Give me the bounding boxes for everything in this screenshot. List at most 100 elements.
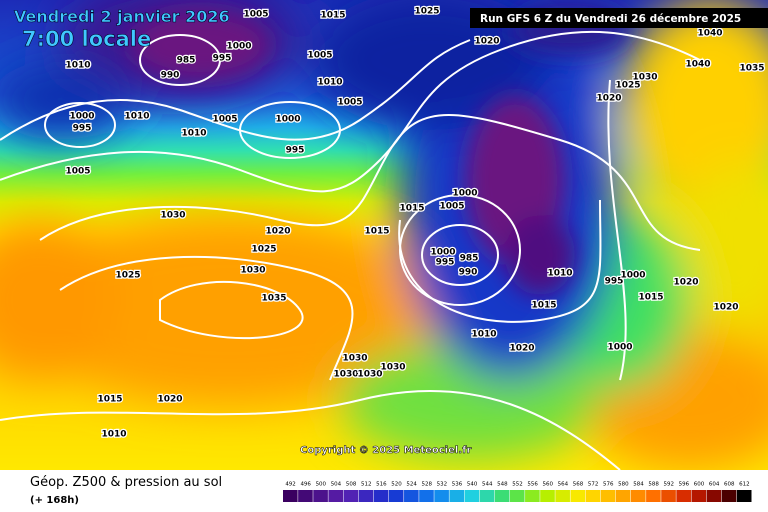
scale-label: 508 <box>346 482 357 488</box>
scale-swatch <box>736 490 752 502</box>
scale-label: 512 <box>361 482 372 488</box>
isobar-label: 1000 <box>275 115 300 125</box>
scale-swatch <box>419 490 434 502</box>
scale-swatch <box>464 490 480 502</box>
scale-label: 608 <box>724 482 735 488</box>
scale-swatch <box>646 490 661 502</box>
scale-label: 580 <box>618 482 629 488</box>
scale-label: 544 <box>482 482 493 488</box>
scale-swatch <box>555 490 570 502</box>
isobar-label: 1015 <box>531 301 556 311</box>
isobar-label: 1005 <box>243 10 268 20</box>
isobar-label: 1030 <box>357 370 382 380</box>
scale-label: 532 <box>437 482 448 488</box>
scale-label: 496 <box>300 482 311 488</box>
isobar-label: 1000 <box>607 343 632 353</box>
scale-label: 516 <box>376 482 387 488</box>
scale-swatch <box>615 490 631 502</box>
scale-swatch <box>343 490 359 502</box>
scale-label: 552 <box>512 482 523 488</box>
scale-swatch <box>328 490 344 502</box>
isobar-label: 1000 <box>430 248 455 258</box>
scale-label: 584 <box>633 482 644 488</box>
scale-swatch <box>661 490 676 502</box>
isobar-label: 1020 <box>509 344 534 354</box>
isobar-label: 995 <box>286 146 305 156</box>
scale-label: 540 <box>467 482 478 488</box>
isobar-label: 1005 <box>65 167 90 177</box>
scale-label: 572 <box>588 482 599 488</box>
forecast-lead: (+ 168h) <box>30 495 79 506</box>
scale-swatch <box>630 490 646 502</box>
isobar-label: 1035 <box>739 64 764 74</box>
scale-swatch <box>509 490 525 502</box>
scale-label: 504 <box>331 482 342 488</box>
isobar-label: 1015 <box>364 227 389 237</box>
scale-label: 556 <box>527 482 538 488</box>
run-box <box>470 8 768 28</box>
scale-label: 592 <box>664 482 675 488</box>
isobar-label: 1005 <box>307 51 332 61</box>
isobar-label: 1010 <box>65 61 90 71</box>
isobar-label: 1015 <box>638 293 663 303</box>
isobar-label: 1025 <box>115 271 140 281</box>
isobar-label: 1030 <box>342 354 367 364</box>
isobar-label: 1000 <box>452 189 477 199</box>
scale-swatch <box>600 490 616 502</box>
isobar-label: 1000 <box>226 42 251 52</box>
isobar-label: 1005 <box>337 98 362 108</box>
scale-swatch <box>540 490 555 502</box>
isobar-label: 1030 <box>240 266 265 276</box>
isobar-label: 1010 <box>471 330 496 340</box>
isobar-label: 1010 <box>124 112 149 122</box>
isobar-label: 990 <box>459 268 478 278</box>
scale-swatch <box>313 490 328 502</box>
scale-label: 596 <box>679 482 690 488</box>
isobar-label: 1010 <box>101 430 126 440</box>
isobar-label: 1010 <box>181 129 206 139</box>
isobar-label: 1015 <box>399 204 424 214</box>
scale-label: 612 <box>739 482 750 488</box>
scale-label: 520 <box>391 482 402 488</box>
scale-swatch <box>676 490 691 502</box>
scale-swatch <box>525 490 540 502</box>
scale-label: 588 <box>648 482 659 488</box>
isobar-label: 1020 <box>673 278 698 288</box>
isobar-label: 1035 <box>261 294 286 304</box>
scale-label: 560 <box>543 482 554 488</box>
isobar-label: 1025 <box>615 81 640 91</box>
isobar-label: 995 <box>213 54 232 64</box>
isobar-label: 1030 <box>160 211 185 221</box>
scale-label: 524 <box>406 482 417 488</box>
color-scale: 492 496 500 504 508 512 516 520 524 528 532 536 540 5… <box>283 482 752 502</box>
isobar-label: 1040 <box>685 60 710 70</box>
valid-date: Vendredi 2 janvier 2026 <box>14 7 230 26</box>
isobar-label: 1020 <box>474 37 499 47</box>
scale-swatch <box>706 490 722 502</box>
footer-title: Géop. Z500 & pression au sol <box>30 475 222 490</box>
isobar-label: 1015 <box>320 11 345 21</box>
scale-swatch <box>449 490 465 502</box>
scale-swatch <box>388 490 404 502</box>
scale-swatch <box>570 490 586 502</box>
isobar-label: 1000 <box>69 112 94 122</box>
scale-swatch <box>434 490 449 502</box>
scale-swatch <box>298 490 313 502</box>
scale-label: 548 <box>497 482 508 488</box>
isobar-label: 1020 <box>265 227 290 237</box>
scale-label: 604 <box>709 482 720 488</box>
scale-label: 576 <box>603 482 614 488</box>
isobar-label: 985 <box>460 254 479 264</box>
isobar-label: 995 <box>436 258 455 268</box>
geopotential-field <box>0 0 768 470</box>
isobar-label: 990 <box>161 71 180 81</box>
isobar-label: 1010 <box>317 78 342 88</box>
isobar-label: 1000 <box>620 271 645 281</box>
isobar-label: 1020 <box>596 94 621 104</box>
scale-swatch <box>373 490 389 502</box>
isobar-label: 1025 <box>414 7 439 17</box>
scale-label: 528 <box>421 482 432 488</box>
